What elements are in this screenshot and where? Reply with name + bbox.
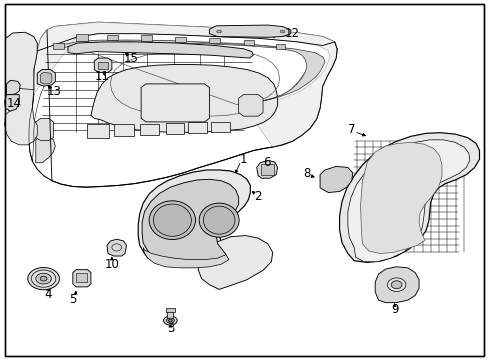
Bar (87, 124, 109, 138)
Bar (209, 38, 220, 43)
Ellipse shape (386, 278, 405, 292)
Text: 9: 9 (390, 303, 398, 316)
Text: 2: 2 (254, 190, 262, 203)
Ellipse shape (216, 30, 221, 33)
Bar (114, 124, 134, 136)
Polygon shape (360, 142, 441, 253)
Polygon shape (36, 118, 53, 140)
Ellipse shape (149, 201, 195, 239)
Bar (211, 122, 229, 132)
Polygon shape (142, 179, 238, 264)
Text: 4: 4 (44, 288, 52, 301)
Text: 1: 1 (239, 153, 247, 166)
Polygon shape (141, 84, 209, 122)
Polygon shape (63, 40, 325, 105)
Polygon shape (209, 25, 290, 37)
Polygon shape (347, 140, 469, 262)
Polygon shape (29, 22, 336, 187)
Ellipse shape (203, 206, 235, 234)
Ellipse shape (390, 281, 401, 289)
Polygon shape (34, 22, 336, 147)
Polygon shape (41, 72, 52, 84)
Text: 12: 12 (284, 27, 299, 40)
Polygon shape (143, 247, 228, 268)
Bar (76, 273, 87, 282)
Polygon shape (73, 270, 91, 287)
Polygon shape (68, 42, 253, 58)
Text: 8: 8 (303, 167, 310, 180)
Bar (243, 40, 254, 45)
Polygon shape (94, 58, 112, 72)
Bar (98, 62, 108, 69)
Bar (76, 35, 88, 41)
Text: 10: 10 (104, 258, 119, 271)
Polygon shape (256, 160, 277, 178)
Ellipse shape (280, 30, 285, 33)
Text: 7: 7 (347, 123, 355, 136)
Polygon shape (107, 239, 126, 256)
Polygon shape (91, 64, 277, 132)
Polygon shape (198, 235, 272, 289)
Text: 14: 14 (7, 98, 22, 111)
Bar (276, 44, 285, 49)
Bar (165, 123, 183, 134)
Ellipse shape (163, 316, 177, 325)
Bar (167, 310, 173, 318)
Polygon shape (37, 69, 55, 86)
Polygon shape (320, 166, 352, 193)
Ellipse shape (31, 270, 56, 287)
Bar (165, 309, 175, 312)
Text: 11: 11 (94, 69, 109, 82)
Text: 6: 6 (262, 156, 270, 169)
Polygon shape (374, 267, 418, 303)
Ellipse shape (28, 267, 60, 290)
Text: 3: 3 (166, 322, 174, 335)
Bar (260, 164, 274, 175)
Ellipse shape (168, 319, 172, 322)
Bar (140, 124, 159, 135)
Polygon shape (4, 87, 37, 145)
Bar (53, 42, 64, 49)
Bar (107, 35, 118, 40)
Bar (141, 36, 152, 41)
Polygon shape (4, 95, 19, 111)
Polygon shape (36, 136, 55, 163)
Text: 5: 5 (69, 293, 77, 306)
Ellipse shape (199, 203, 239, 237)
Polygon shape (5, 32, 37, 113)
Text: 15: 15 (123, 51, 139, 64)
Ellipse shape (166, 318, 174, 323)
Polygon shape (6, 80, 20, 95)
Ellipse shape (40, 276, 47, 281)
Ellipse shape (36, 273, 51, 284)
Bar (188, 122, 206, 133)
Text: 13: 13 (47, 85, 61, 98)
Polygon shape (138, 170, 250, 267)
Bar (175, 37, 185, 42)
Polygon shape (339, 133, 479, 262)
Ellipse shape (153, 204, 191, 236)
Polygon shape (238, 95, 263, 116)
